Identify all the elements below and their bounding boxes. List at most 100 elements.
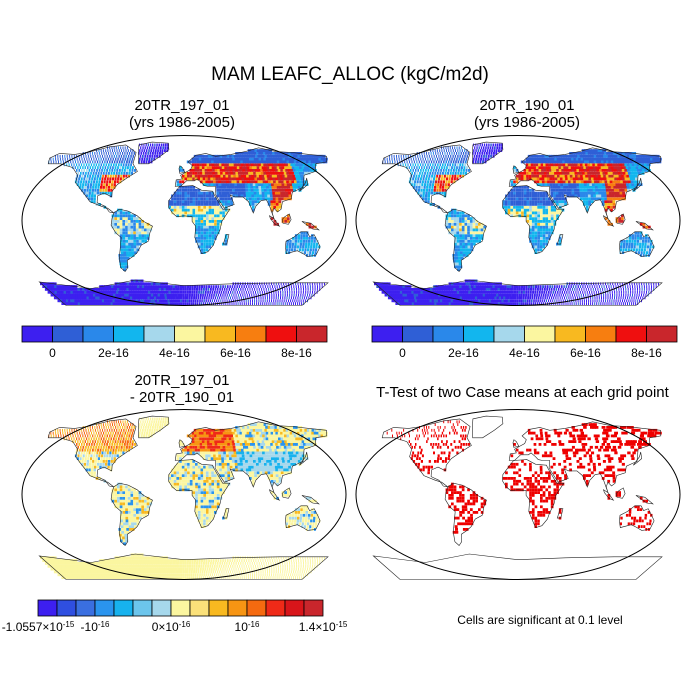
grid-cell	[121, 160, 123, 164]
grid-cell	[537, 225, 540, 229]
grid-cell	[300, 234, 303, 237]
grid-cell	[486, 299, 490, 303]
grid-cell	[578, 183, 582, 186]
grid-cell	[127, 225, 131, 229]
grid-cell	[457, 268, 461, 271]
grid-cell	[119, 217, 123, 220]
grid-cell	[497, 288, 501, 291]
grid-cell	[601, 200, 605, 203]
grid-cell	[273, 299, 275, 303]
grid-cell	[520, 290, 523, 294]
grid-cell	[176, 188, 180, 192]
grid-cell	[92, 152, 93, 155]
grid-cell	[223, 183, 227, 186]
grid-cell	[589, 169, 593, 172]
grid-cell	[273, 154, 278, 158]
grid-cell	[510, 203, 514, 206]
grid-cell	[587, 188, 591, 192]
grid-cell	[98, 152, 100, 155]
grid-cell	[255, 154, 259, 158]
grid-cell	[580, 163, 584, 167]
grid-cell	[302, 237, 306, 240]
grid-cell	[537, 217, 540, 220]
grid-cell	[275, 194, 279, 198]
grid-cell	[456, 214, 460, 218]
grid-cell	[549, 293, 551, 297]
grid-cell	[116, 290, 120, 294]
grid-cell	[642, 239, 645, 243]
grid-cell	[305, 242, 308, 246]
grid-cell	[252, 169, 256, 172]
grid-cell	[299, 154, 305, 158]
grid-cell	[464, 160, 467, 164]
grid-cell	[110, 296, 115, 300]
grid-cell	[211, 290, 214, 294]
grid-cell	[540, 203, 543, 206]
grid-cell	[194, 160, 197, 164]
grid-cell	[475, 234, 478, 237]
grid-cell	[578, 177, 581, 181]
grid-cell	[201, 299, 203, 303]
grid-cell	[585, 293, 587, 297]
grid-cell	[623, 174, 628, 178]
grid-cell	[439, 186, 442, 189]
grid-cell	[305, 160, 310, 164]
grid-cell	[605, 299, 606, 303]
grid-cell	[646, 248, 649, 252]
grid-cell	[293, 285, 295, 288]
grid-cell	[615, 183, 619, 186]
grid-cell	[461, 285, 465, 288]
grid-cell	[446, 296, 451, 300]
grid-cell	[210, 180, 214, 184]
grid-cell	[249, 152, 253, 155]
grid-cell	[401, 160, 403, 164]
grid-cell	[197, 205, 201, 209]
grid-cell	[145, 160, 148, 164]
grid-cell	[203, 203, 206, 206]
grid-cell	[92, 166, 94, 169]
grid-cell	[93, 163, 95, 167]
grid-cell	[93, 194, 96, 198]
grid-cell	[125, 217, 128, 220]
grid-cell	[560, 288, 562, 291]
grid-cell	[273, 290, 275, 294]
grid-cell	[203, 285, 206, 288]
grid-cell	[133, 288, 137, 291]
grid-cell	[110, 171, 113, 175]
grid-cell	[131, 245, 134, 249]
grid-cell	[494, 285, 498, 288]
grid-cell	[440, 285, 444, 288]
grid-cell	[249, 288, 251, 291]
grid-cell	[559, 296, 561, 300]
grid-cell	[467, 248, 471, 252]
grid-cell	[510, 188, 514, 192]
grid-cell	[265, 180, 269, 184]
grid-cell	[209, 299, 211, 303]
grid-cell	[423, 288, 428, 291]
grid-cell	[417, 163, 419, 167]
grid-cell	[267, 180, 271, 184]
grid-cell	[251, 293, 253, 297]
grid-cell	[638, 171, 642, 175]
grid-cell	[585, 174, 589, 178]
grid-cell	[537, 296, 540, 300]
grid-cell	[109, 174, 112, 178]
grid-cell	[592, 296, 594, 300]
grid-cell	[288, 194, 292, 198]
grid-cell	[616, 302, 618, 305]
grid-cell	[294, 174, 299, 178]
grid-cell	[273, 282, 275, 286]
grid-cell	[564, 203, 567, 206]
grid-cell	[184, 288, 187, 291]
grid-cell	[197, 222, 201, 226]
grid-cell	[282, 174, 286, 178]
grid-cell	[560, 180, 564, 184]
grid-cell	[250, 188, 254, 192]
grid-cell	[145, 152, 147, 155]
grid-cell	[88, 163, 90, 167]
grid-cell	[466, 166, 468, 169]
grid-cell	[203, 200, 206, 203]
grid-cell	[518, 174, 521, 178]
grid-cell	[227, 171, 231, 175]
grid-cell	[504, 288, 507, 291]
